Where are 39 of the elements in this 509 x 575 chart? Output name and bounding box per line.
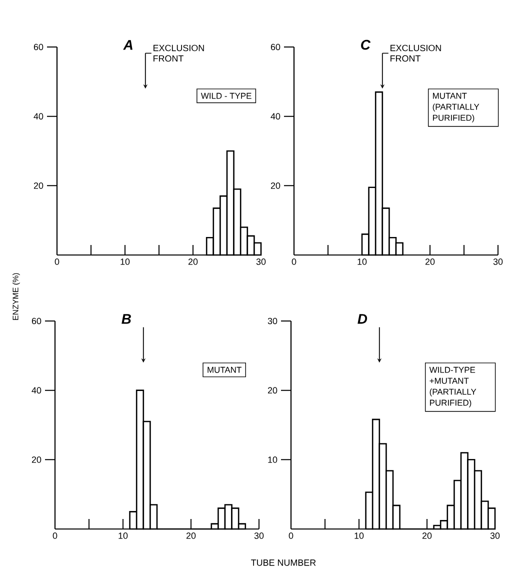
x-tick-label: 30 (254, 532, 264, 539)
annotation: WILD - TYPE (200, 92, 252, 99)
y-tick-label: 20 (268, 387, 278, 394)
x-tick-label: 10 (120, 258, 130, 265)
x-tick-label: 0 (54, 258, 60, 265)
x-tick-label: 20 (186, 532, 196, 539)
y-tick-label: 40 (270, 113, 280, 120)
x-tick-label: 20 (188, 258, 198, 265)
y-tick-label: 40 (32, 387, 42, 394)
x-tick-label: 30 (493, 258, 503, 265)
x-tick-label: 10 (118, 532, 128, 539)
annotation: MUTANT (208, 366, 242, 373)
x-tick-label: 10 (358, 258, 367, 265)
x-tick-label: 30 (490, 532, 500, 539)
x-tick-label: 10 (354, 532, 364, 539)
y-tick-label: 20 (270, 182, 280, 189)
ref-line-label: EXCLUSION FRONT (390, 44, 441, 62)
chart-title: A (123, 40, 132, 50)
annotation: MUTANT (PARTIALLY PURIFIED) (432, 92, 480, 122)
chart-title: D (358, 314, 368, 324)
x-tick-label: 0 (292, 258, 296, 265)
x-axis-title: TUBE NUMBER (251, 560, 316, 566)
x-tick-label: 30 (256, 258, 266, 265)
x-tick-label: 20 (425, 258, 435, 265)
chart-title: C (361, 40, 371, 50)
ref-line-label: EXCLUSION FRONT (154, 44, 204, 62)
annotation: WILD-TYPE +MUTANT (PARTIALLY PURIFIED) (429, 366, 476, 408)
y-tick-label: 40 (34, 113, 44, 120)
y-tick-label: 60 (32, 318, 42, 324)
y-tick-label: 20 (34, 182, 44, 189)
x-tick-label: 0 (288, 532, 294, 539)
y-tick-label: 10 (268, 456, 278, 463)
y-tick-label: 30 (268, 318, 278, 324)
x-tick-label: 20 (422, 532, 432, 539)
x-tick-label: 0 (52, 532, 58, 539)
y-tick-label: 20 (32, 456, 42, 463)
chart-title: B (122, 314, 131, 324)
y-tick-label: 60 (270, 44, 280, 50)
y-tick-label: 60 (34, 44, 44, 50)
